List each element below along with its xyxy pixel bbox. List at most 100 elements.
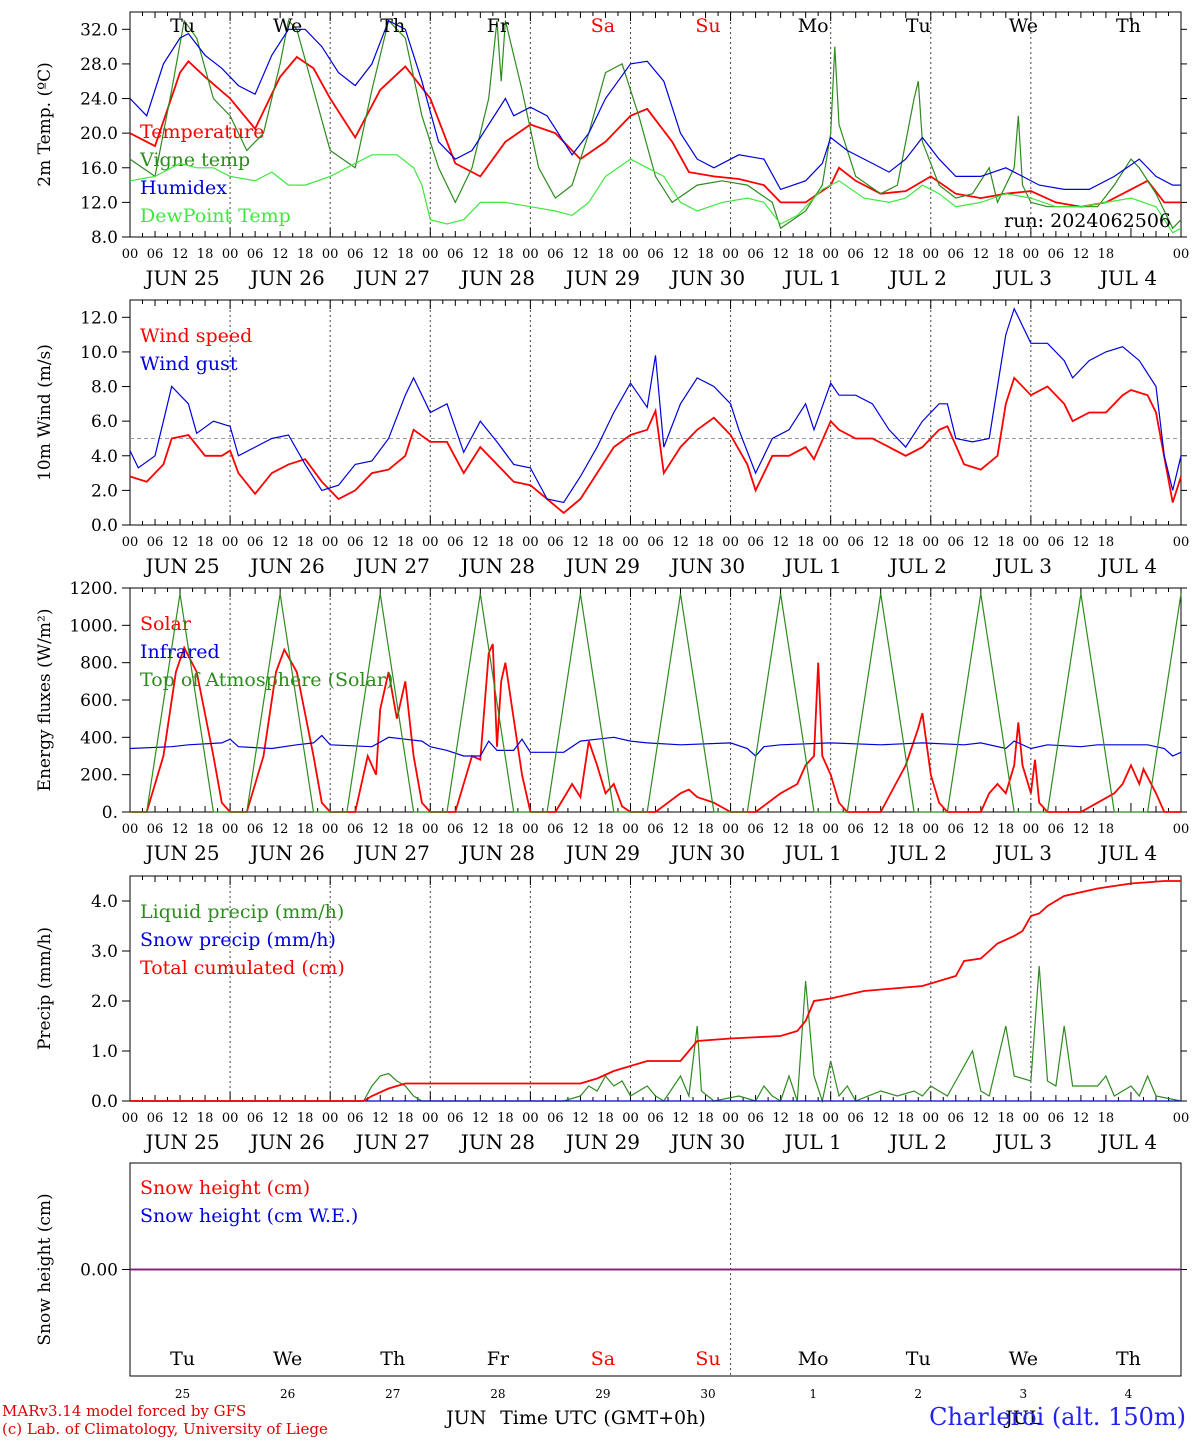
day-number: 27 — [385, 1387, 400, 1401]
panel-3-hour-label: 12 — [1073, 1111, 1090, 1126]
panel-3-legend-1: Snow precip (mm/h) — [140, 929, 336, 951]
day-name-bottom: We — [1009, 1348, 1038, 1370]
panel-1-date-label: JUL 4 — [1098, 554, 1157, 578]
panel-2-hour-label: 12 — [672, 822, 689, 837]
panel-0-hour-label: 12 — [272, 247, 289, 262]
panel-1-date-label: JUN 25 — [143, 554, 219, 578]
panel-0-frame — [129, 11, 1182, 238]
panel-1-hour-label: 12 — [872, 535, 889, 550]
panel-1-hour-label: 06 — [547, 535, 564, 550]
panel-3-hour-label: 06 — [647, 1111, 664, 1126]
panel-1-legend-1: Wind gust — [140, 353, 238, 375]
panel-3-hour-label: 06 — [347, 1111, 364, 1126]
day-name-bottom: Th — [1116, 1348, 1141, 1370]
panel-1-hour-label: 00 — [1023, 535, 1040, 550]
panel-0-hour-label: 06 — [547, 247, 564, 262]
panel-2-hour-label: 00 — [222, 822, 239, 837]
panel-2-series-2-line — [130, 593, 1182, 813]
panel-3-hour-label: 12 — [272, 1111, 289, 1126]
panel-0-ytick-label: 12.0 — [80, 193, 118, 213]
panel-1-hour-label: 18 — [197, 535, 214, 550]
panel-1-hour-label: 12 — [672, 535, 689, 550]
panel-0-legend-2: Humidex — [140, 177, 227, 199]
panel-3-hour-label: 18 — [998, 1111, 1015, 1126]
panel-0-legend-0: Temperature — [140, 121, 264, 143]
panel-3-hour-label: 12 — [872, 1111, 889, 1126]
panel-3-legend-0: Liquid precip (mm/h) — [140, 901, 344, 923]
panel-1-hour-label: 12 — [772, 535, 789, 550]
panel-2-hour-label: 18 — [897, 822, 914, 837]
panel-0-date-label: JUL 1 — [783, 266, 842, 290]
panel-2-date-label: JUN 28 — [459, 841, 535, 865]
panel-1-date-label: JUL 2 — [888, 554, 947, 578]
day-name-top: Th — [1116, 15, 1141, 37]
station-name: Charleroi (alt. 150m) — [929, 1403, 1186, 1431]
panel-1-date-label: JUL 3 — [993, 554, 1052, 578]
panel-3-hour-label: 00 — [1173, 1111, 1190, 1126]
day-name-top: Sa — [591, 15, 615, 37]
panel-1-series-0-line — [129, 376, 1182, 515]
panel-2-frame — [129, 587, 1182, 813]
panel-1-date-label: JUN 27 — [354, 554, 430, 578]
panel-1-hour-label: 06 — [447, 535, 464, 550]
day-number: 30 — [700, 1387, 715, 1401]
panel-1-hour-label: 12 — [172, 535, 189, 550]
panel-1-series-1-line — [129, 307, 1182, 504]
panel-3-hour-label: 12 — [372, 1111, 389, 1126]
panel-3-date-label: JUL 3 — [993, 1130, 1052, 1154]
panel-2-date-label: JUN 29 — [564, 841, 640, 865]
panel-1-hour-label: 18 — [597, 535, 614, 550]
panel-2-legend-0: Solar — [140, 613, 192, 635]
panel-2-hour-label: 00 — [822, 822, 839, 837]
panel-3-date-label: JUN 26 — [249, 1130, 325, 1154]
run-label: run: 2024062506 — [1004, 210, 1171, 232]
panel-3-hour-label: 12 — [772, 1111, 789, 1126]
panel-0-hour-label: 18 — [897, 247, 914, 262]
panel-1-ytick-label: 2.0 — [91, 481, 118, 501]
panel-3-hour-label: 00 — [822, 1111, 839, 1126]
day-name-bottom: Tu — [170, 1348, 195, 1370]
panel-3-hour-label: 06 — [547, 1111, 564, 1126]
panel-2-hour-label: 06 — [447, 822, 464, 837]
panel-3-hour-label: 18 — [897, 1111, 914, 1126]
x-axis-title: Time UTC (GMT+0h) — [500, 1407, 706, 1429]
panel-0-hour-label: 06 — [948, 247, 965, 262]
panel-3-date-label: JUN 28 — [459, 1130, 535, 1154]
panel-0-series-0-line — [129, 55, 1181, 208]
panel-2-legend-1: Infrared — [140, 641, 220, 663]
panel-2-hour-label: 18 — [497, 822, 514, 837]
panel-2-hour-label: 06 — [247, 822, 264, 837]
panel-1-hour-label: 06 — [747, 535, 764, 550]
panel-2-date-label: JUN 27 — [354, 841, 430, 865]
panel-0-ylabel: 2m Temp. (ºC) — [35, 62, 55, 187]
panel-0-date-label: JUN 29 — [564, 266, 640, 290]
panel-1-hour-label: 00 — [922, 535, 939, 550]
panel-0-hour-label: 06 — [1048, 247, 1065, 262]
month-label-jul: JUL — [1003, 1407, 1042, 1429]
panel-2-hour-label: 12 — [872, 822, 889, 837]
panel-2-ytick-label: 600. — [80, 691, 118, 711]
panel-1-hour-label: 12 — [973, 535, 990, 550]
panel-0-hour-label: 00 — [922, 247, 939, 262]
month-label-jun: JUN — [444, 1407, 486, 1429]
panel-0-hour-label: 06 — [447, 247, 464, 262]
panel-0-date-label: JUL 2 — [888, 266, 947, 290]
credit-lab: (c) Lab. of Climatology, University of L… — [2, 1420, 328, 1438]
day-name-top: Th — [380, 15, 405, 37]
panel-0-hour-label: 18 — [197, 247, 214, 262]
panel-4-legend-0: Snow height (cm) — [140, 1177, 310, 1199]
panel-3-hour-label: 00 — [922, 1111, 939, 1126]
panel-3-hour-label: 12 — [672, 1111, 689, 1126]
panel-2-hour-label: 06 — [347, 822, 364, 837]
panel-0-hour-label: 18 — [497, 247, 514, 262]
panel-0-hour-label: 18 — [397, 247, 414, 262]
panel-0-hour-label: 18 — [797, 247, 814, 262]
credit-model: MARv3.14 model forced by GFS — [2, 1402, 247, 1420]
panel-3-ytick-label: 1.0 — [91, 1042, 118, 1062]
day-name-top: We — [273, 15, 302, 37]
panel-2-hour-label: 06 — [547, 822, 564, 837]
panel-2-hour-label: 00 — [622, 822, 639, 837]
panel-1-hour-label: 06 — [647, 535, 664, 550]
day-name-bottom: Th — [380, 1348, 405, 1370]
panel-1-hour-label: 18 — [998, 535, 1015, 550]
